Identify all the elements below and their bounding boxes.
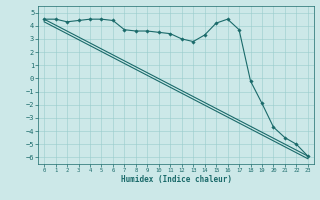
X-axis label: Humidex (Indice chaleur): Humidex (Indice chaleur) (121, 175, 231, 184)
